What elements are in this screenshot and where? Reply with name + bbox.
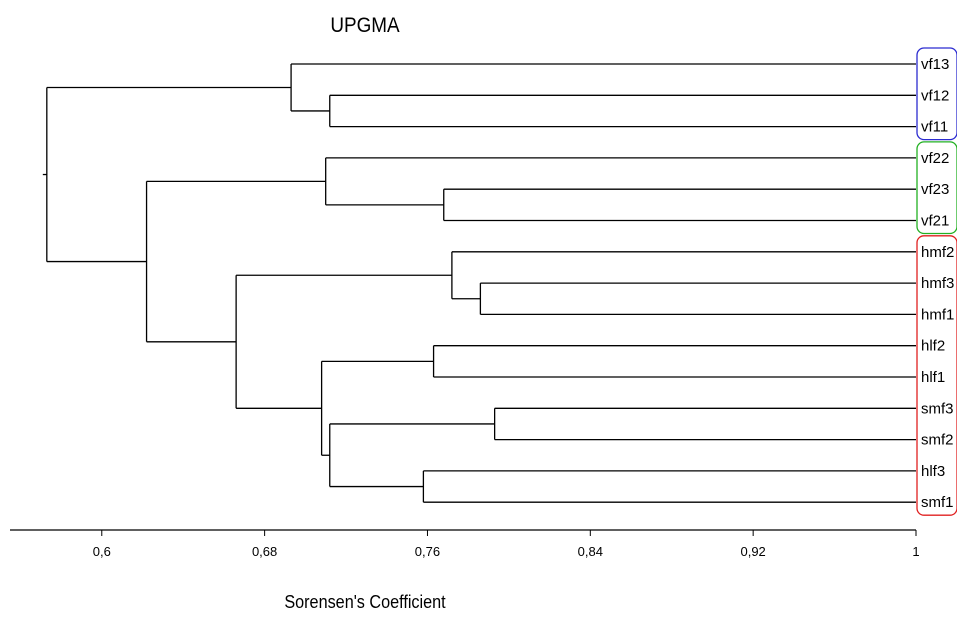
x-tick-label: 1 <box>912 544 919 559</box>
leaf-label: smf3 <box>921 400 954 417</box>
leaf-label: vf23 <box>921 181 949 198</box>
x-tick-label: 0,84 <box>578 544 603 559</box>
leaf-label: hmf3 <box>921 275 954 292</box>
leaf-labels: vf13 vf12 vf11 vf22 vf23 vf21 hmf2 hmf3 hmf1 hlf2… <box>921 56 954 511</box>
group-bracket <box>916 235 957 516</box>
x-tick-label: 0,76 <box>415 544 440 559</box>
x-tick-label: 0,92 <box>740 544 765 559</box>
leaf-label: hmf2 <box>921 244 954 261</box>
leaf-label: hlf2 <box>921 338 945 355</box>
x-axis: 0,6 0,68 0,76 0,84 0,92 1 <box>10 529 920 559</box>
leaf-label: vf12 <box>921 87 949 104</box>
x-axis-title: Sorensen's Coefficient <box>284 592 446 612</box>
x-tick-label: 0,68 <box>252 544 277 559</box>
leaf-label: hmf1 <box>921 306 954 323</box>
leaf-label: vf21 <box>921 213 949 230</box>
group-bracket <box>916 47 957 141</box>
leaf-label: vf13 <box>921 56 949 73</box>
leaf-label: hlf3 <box>921 463 945 480</box>
x-tick-label: 0,6 <box>93 544 111 559</box>
dendrogram-links <box>42 63 916 503</box>
leaf-label: vf22 <box>921 150 949 167</box>
leaf-label: smf1 <box>921 494 954 511</box>
leaf-label: smf2 <box>921 432 954 449</box>
group-brackets <box>916 47 957 516</box>
group-bracket <box>916 141 957 235</box>
leaf-label: vf11 <box>921 119 948 136</box>
chart-title: UPGMA <box>330 14 400 37</box>
leaf-label: hlf1 <box>921 369 945 386</box>
